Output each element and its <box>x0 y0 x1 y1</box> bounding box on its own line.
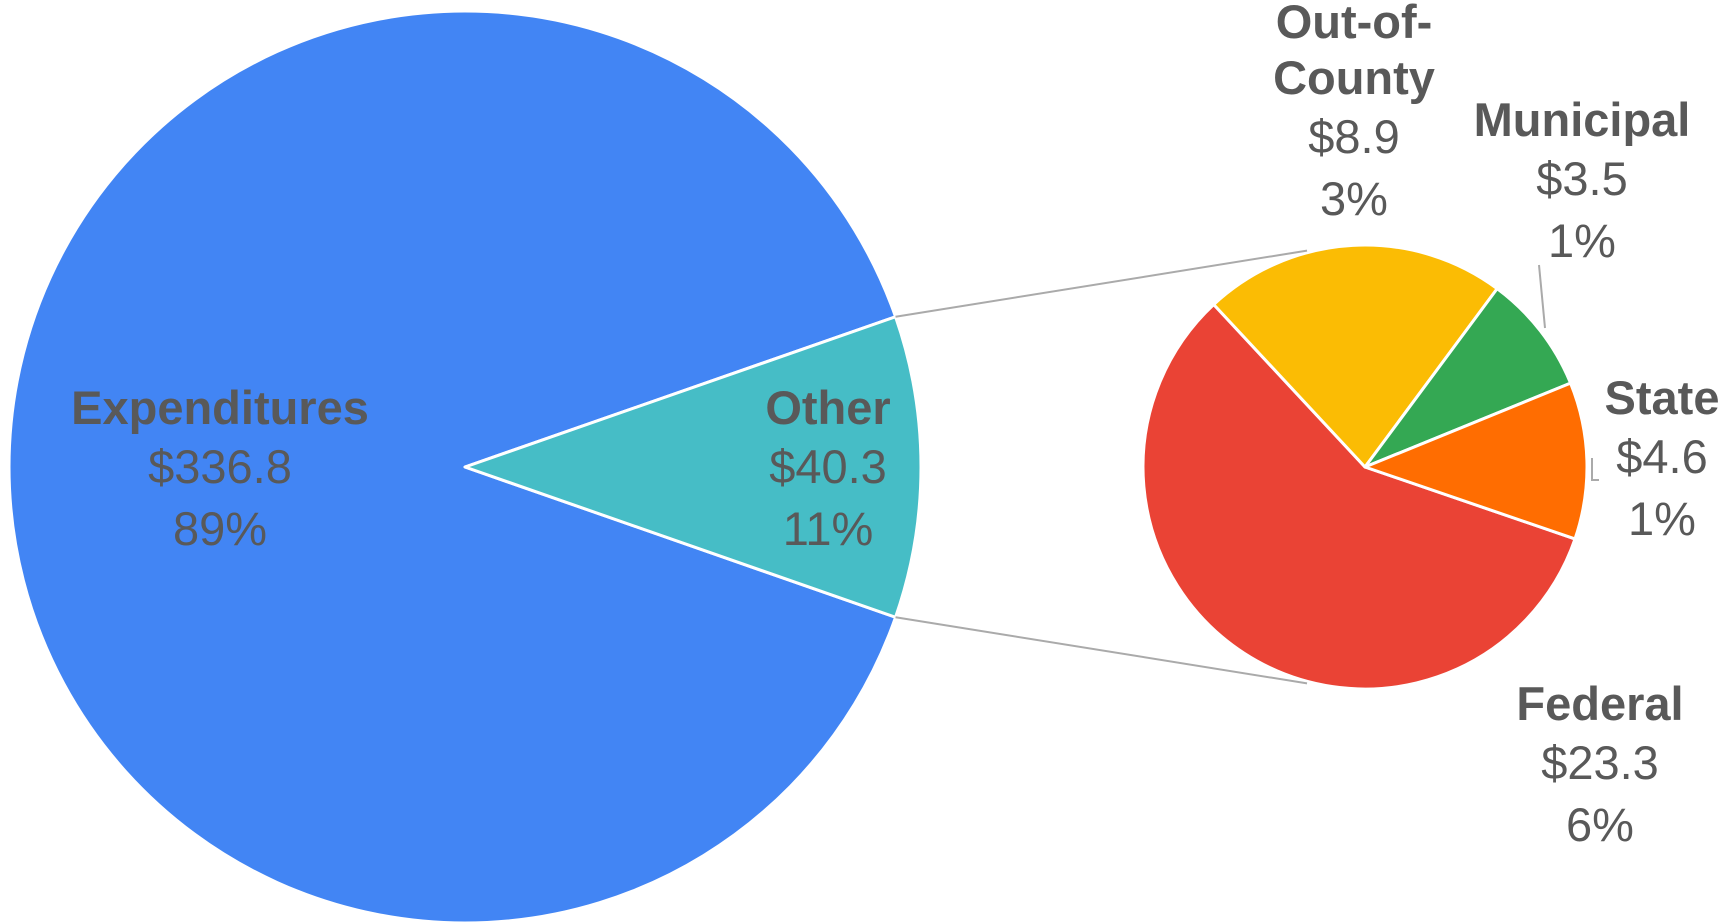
slice-value: $4.6 <box>1616 430 1708 483</box>
slice-label: Other $40.3 11% <box>708 380 948 560</box>
pie-slice <box>1363 381 1589 541</box>
slice-value: $40.3 <box>769 440 887 493</box>
pie-slice <box>1212 243 1499 469</box>
slice-name: Expenditures <box>71 381 369 434</box>
slice-percent: 1% <box>1628 492 1696 545</box>
slice-percent: 3% <box>1320 172 1388 225</box>
slice-percent: 6% <box>1566 798 1634 851</box>
slice-value: $336.8 <box>148 440 292 493</box>
leader-line <box>1538 264 1546 329</box>
slice-percent: 89% <box>172 502 268 555</box>
slice-label: Municipal $3.5 1% <box>1442 92 1722 272</box>
slice-name: Other <box>765 381 891 434</box>
slice-percent: 11% <box>782 502 874 555</box>
slice-value: $8.9 <box>1308 110 1400 163</box>
slice-value: $23.3 <box>1541 736 1659 789</box>
slice-value: $3.5 <box>1536 152 1628 205</box>
slice-label: Expenditures $336.8 89% <box>10 380 430 560</box>
slice-name: Municipal <box>1473 93 1691 146</box>
pie-slice <box>463 315 923 619</box>
connector <box>895 249 1308 318</box>
slice-label: Federal $23.3 6% <box>1470 676 1730 856</box>
leader-line <box>1591 458 1599 481</box>
pie-slice <box>1141 303 1577 691</box>
connector <box>895 616 1308 685</box>
slice-name: Out-of-County <box>1273 0 1435 104</box>
pie-slice <box>7 9 898 923</box>
slice-label: State $4.6 1% <box>1562 370 1734 550</box>
slice-label: Out-of-County $8.9 3% <box>1244 0 1464 230</box>
slice-name: State <box>1604 371 1720 424</box>
pie-slice <box>1363 287 1573 469</box>
slice-name: Federal <box>1516 677 1684 730</box>
slice-percent: 1% <box>1548 214 1616 267</box>
